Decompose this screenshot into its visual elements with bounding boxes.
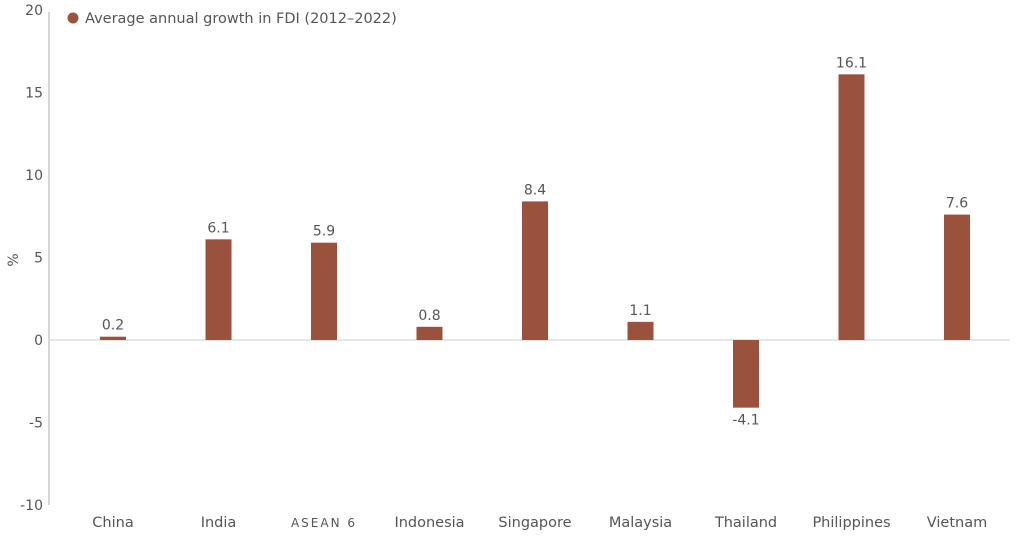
y-tick-label: 5 — [34, 251, 43, 267]
bar — [416, 326, 443, 340]
legend-label: Average annual growth in FDI (2012–2022) — [85, 11, 397, 27]
bar — [838, 74, 865, 340]
x-tick-label: Singapore — [498, 515, 571, 531]
bar — [100, 336, 126, 340]
x-tick-label: Malaysia — [609, 515, 672, 531]
data-label: -4.1 — [732, 413, 759, 429]
bar — [627, 321, 654, 340]
x-tick-label: Indonesia — [394, 515, 464, 531]
y-tick-label: 20 — [25, 3, 43, 19]
y-tick-label: 0 — [34, 333, 43, 349]
legend: Average annual growth in FDI (2012–2022) — [67, 11, 397, 27]
data-label: 1.1 — [629, 303, 651, 319]
y-tick-label: -10 — [20, 498, 43, 514]
legend-marker — [67, 12, 79, 24]
y-tick-label: 10 — [25, 168, 43, 184]
x-tick-label: Thailand — [714, 515, 777, 531]
bar — [311, 242, 337, 340]
data-label: 16.1 — [836, 55, 867, 71]
bar — [205, 239, 232, 340]
y-tick-label: -5 — [29, 416, 43, 432]
y-axis-label: % — [6, 253, 22, 266]
x-tick-label: India — [201, 515, 237, 531]
data-label: 7.6 — [946, 196, 968, 212]
data-label: 6.1 — [207, 220, 229, 236]
x-tick-label: China — [92, 515, 133, 531]
y-tick-label: 15 — [25, 86, 43, 102]
bar — [522, 201, 548, 340]
bar — [944, 214, 970, 340]
data-label: 0.2 — [102, 318, 124, 334]
bar — [733, 340, 759, 408]
data-label: 0.8 — [418, 308, 440, 324]
data-label: 5.9 — [313, 224, 335, 240]
x-tick-label: Vietnam — [927, 515, 987, 531]
data-label: 8.4 — [524, 182, 546, 198]
x-tick-label: Philippines — [812, 515, 890, 531]
x-tick-label: ASEAN 6 — [291, 516, 357, 530]
